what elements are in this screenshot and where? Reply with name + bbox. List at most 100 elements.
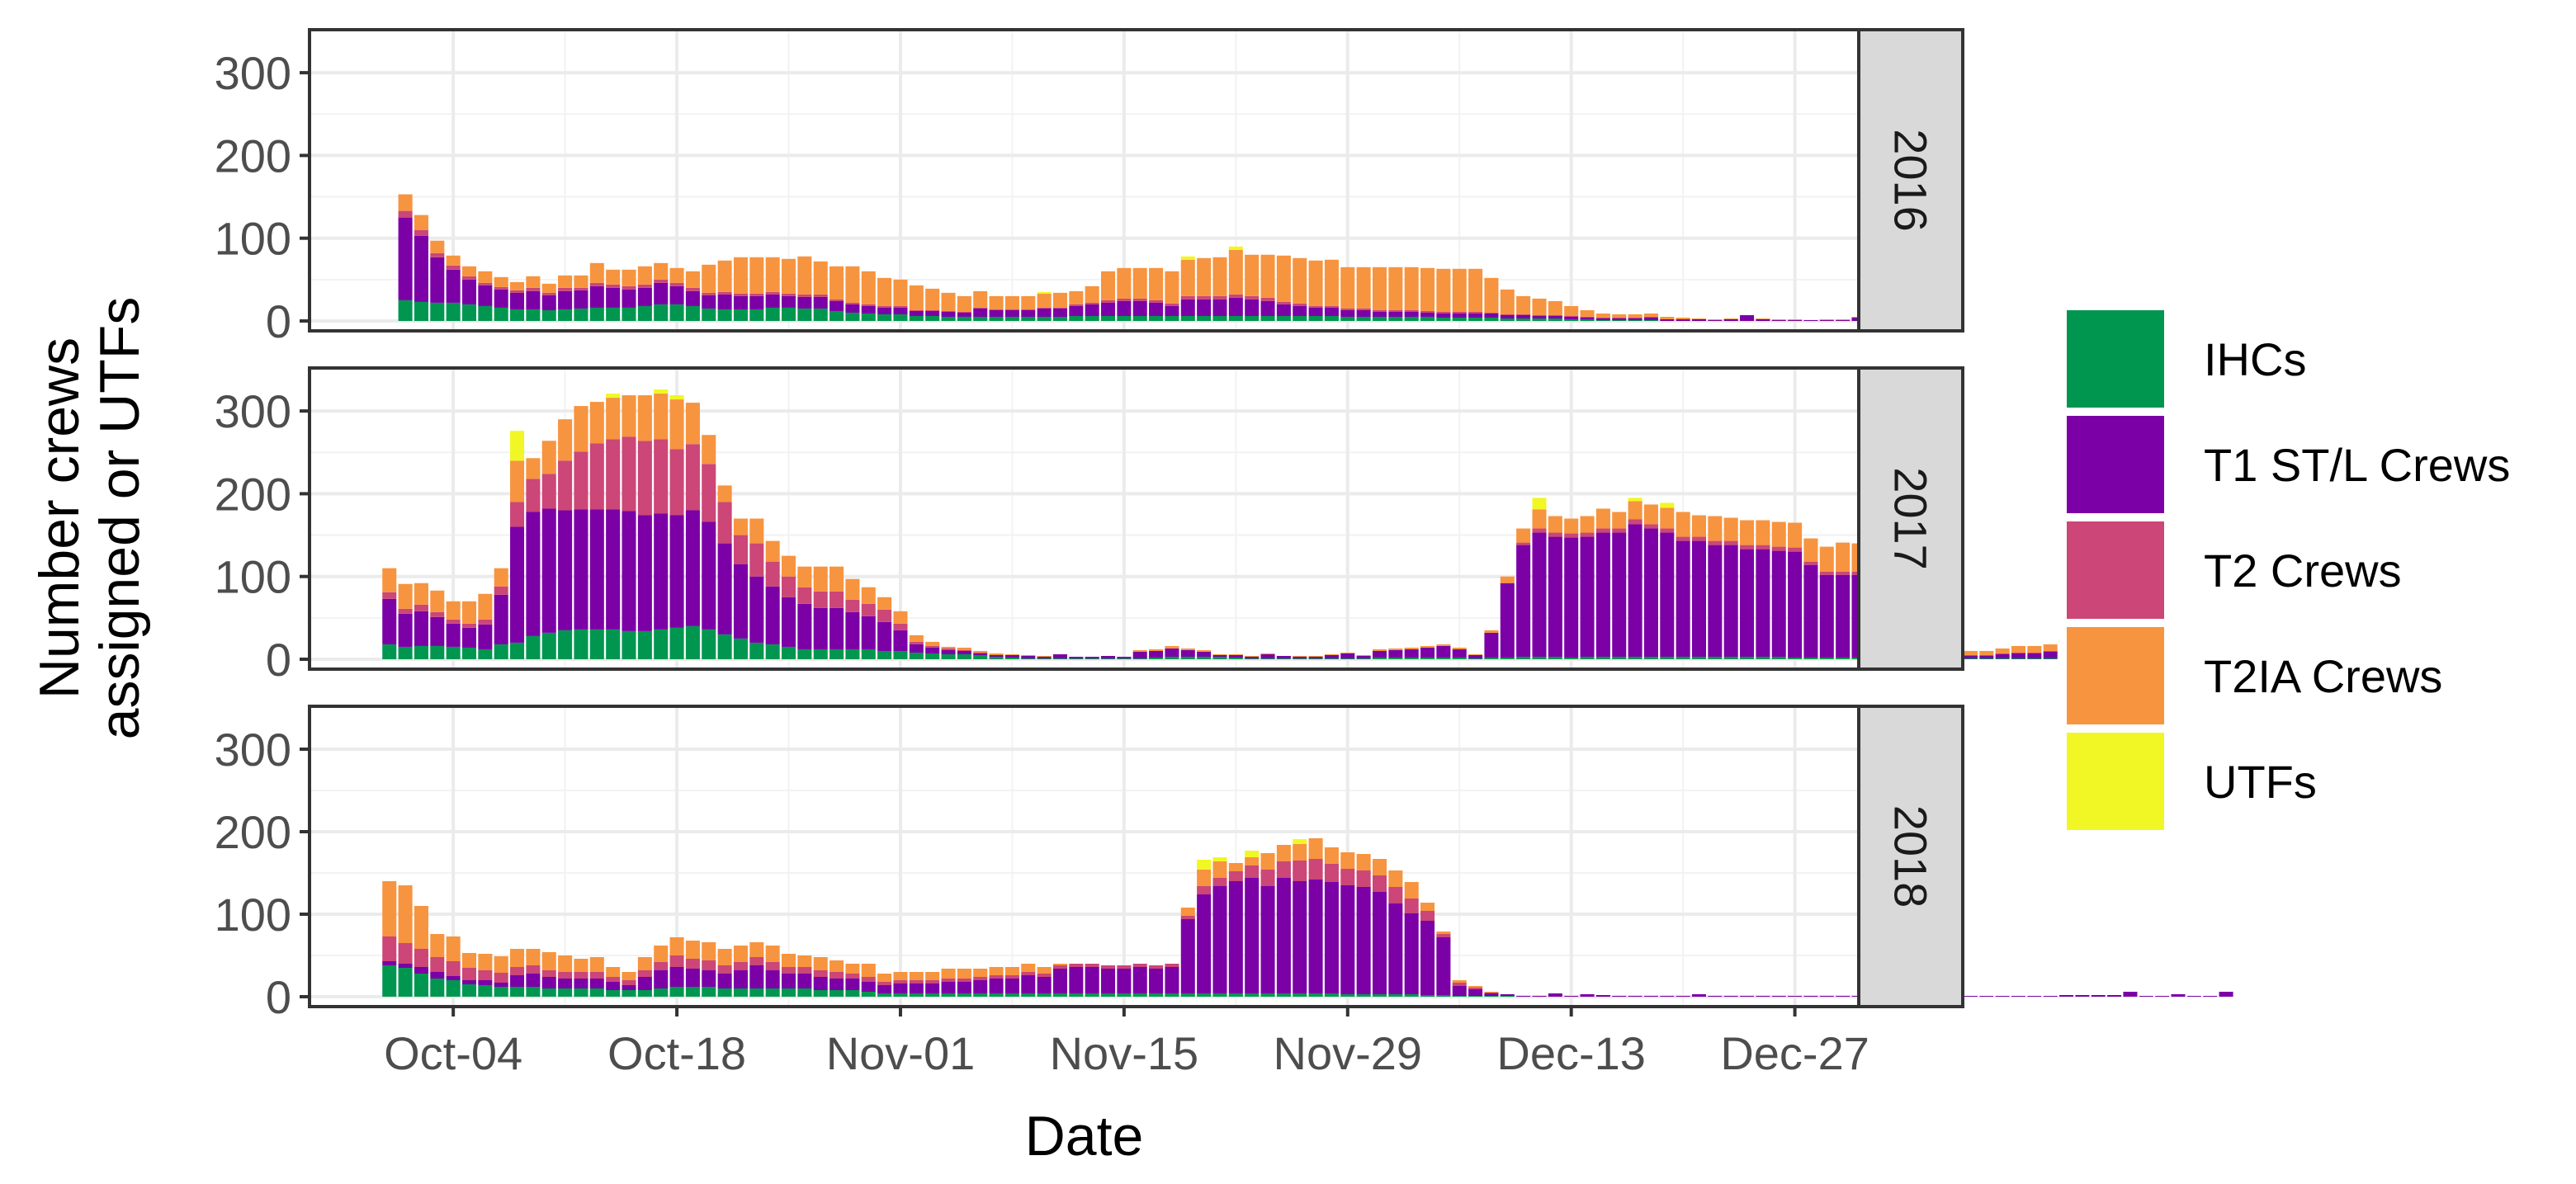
bar-segment-t2-crews <box>1308 305 1323 308</box>
bar-segment-t2-crews <box>1548 532 1562 537</box>
bar-segment-ihcs <box>494 644 508 659</box>
bar-segment-t2-crews <box>1484 312 1499 314</box>
bar-segment-t1-st-l-crews <box>2043 996 2058 997</box>
bar-segment-t2-crews <box>1101 300 1116 303</box>
bar-segment-t1-st-l-crews <box>957 982 971 993</box>
bar-segment-t1-st-l-crews <box>1324 307 1339 316</box>
bar-segment-t2ia-crews <box>1708 318 1723 320</box>
bar-segment-t2ia-crews <box>1803 538 1818 562</box>
bar-segment-t2ia-crews <box>494 956 508 973</box>
bar-segment-t1-st-l-crews <box>1228 654 1243 658</box>
bar-segment-ihcs <box>733 309 748 321</box>
bar-segment-t2ia-crews <box>1324 653 1339 655</box>
bar-segment-ihcs <box>1276 993 1291 997</box>
bar-segment-t2-crews <box>1021 309 1036 310</box>
bar-segment-t2-crews <box>893 980 908 984</box>
bar-segment-t2-crews <box>461 623 477 628</box>
bar-segment-t1-st-l-crews <box>1404 649 1419 658</box>
bar-segment-t2ia-crews <box>877 974 892 982</box>
bar-segment-t2ia-crews <box>1612 314 1627 318</box>
bar-segment-t2ia-crews <box>526 458 541 479</box>
bar-segment-t1-st-l-crews <box>526 512 541 636</box>
bar-segment-t1-st-l-crews <box>702 970 716 987</box>
bar-segment-t1-st-l-crews <box>654 970 669 988</box>
bar-segment-t2-crews <box>1212 295 1227 300</box>
bar-segment-t2-crews <box>1276 301 1291 304</box>
bar-segment-ihcs <box>765 644 780 659</box>
bar-segment-t2ia-crews <box>414 583 428 605</box>
bar-segment-t2-crews <box>782 293 796 296</box>
bar-segment-t2ia-crews <box>398 885 413 943</box>
bar-segment-t2ia-crews <box>1212 653 1227 655</box>
bar-segment-t1-st-l-crews <box>1628 996 1642 997</box>
bar-segment-t2ia-crews <box>637 266 652 285</box>
bar-segment-utfs <box>1228 246 1243 250</box>
bar-segment-ihcs <box>1180 315 1195 321</box>
bar-segment-ihcs <box>1132 993 1147 997</box>
bar-segment-ihcs <box>1085 993 1099 997</box>
bar-segment-ihcs <box>1388 994 1403 997</box>
bar-segment-t2ia-crews <box>1691 318 1707 319</box>
bar-segment-ihcs <box>1149 315 1164 321</box>
bar-segment-ihcs <box>1468 658 1483 659</box>
bar-segment-t2ia-crews <box>2027 645 2042 653</box>
bar-segment-t2-crews <box>1165 964 1179 967</box>
bar-segment-t1-st-l-crews <box>1420 647 1435 658</box>
bar-segment-t2ia-crews <box>606 967 621 977</box>
bar-segment-t1-st-l-crews <box>1372 892 1387 994</box>
bar-segment-t2-crews <box>749 543 764 577</box>
bar-segment-t1-st-l-crews <box>1548 536 1562 657</box>
bar-segment-t2ia-crews <box>1500 289 1515 314</box>
bar-segment-ihcs <box>749 309 764 321</box>
bar-segment-t1-st-l-crews <box>782 295 796 308</box>
bar-segment-t2-crews <box>702 464 716 522</box>
bar-segment-t2ia-crews <box>941 646 956 649</box>
bar-segment-t2ia-crews <box>1628 501 1642 520</box>
bar-segment-t1-st-l-crews <box>1052 308 1067 317</box>
bar-segment-t2ia-crews <box>845 964 860 974</box>
bar-segment-t1-st-l-crews <box>446 623 461 647</box>
bar-segment-ihcs <box>1052 993 1067 997</box>
bar-segment-t2ia-crews <box>830 960 844 972</box>
bar-segment-t2-crews <box>845 599 860 612</box>
bar-segment-t1-st-l-crews <box>622 985 636 990</box>
bar-segment-t2-crews <box>1372 309 1387 312</box>
bar-segment-t1-st-l-crews <box>382 598 397 644</box>
bar-segment-t1-st-l-crews <box>1276 878 1291 993</box>
bar-segment-t1-st-l-crews <box>1260 653 1275 658</box>
bar-segment-t2-crews <box>1564 533 1579 538</box>
bar-segment-ihcs <box>1404 994 1419 997</box>
bar-segment-ihcs <box>1372 994 1387 997</box>
bar-segment-t2-crews <box>1132 298 1147 301</box>
bar-segment-ihcs <box>830 990 844 997</box>
bar-segment-ihcs <box>574 308 588 321</box>
bar-segment-t1-st-l-crews <box>574 509 588 630</box>
bar-segment-t2-crews <box>1995 653 2010 654</box>
bar-segment-t1-st-l-crews <box>909 310 924 316</box>
bar-segment-t1-st-l-crews <box>1788 320 1803 321</box>
bar-segment-t2ia-crews <box>1420 645 1435 648</box>
bar-segment-t2ia-crews <box>1004 295 1019 309</box>
bar-segment-ihcs <box>382 644 397 659</box>
bar-segment-t2ia-crews <box>1021 964 1036 972</box>
bar-segment-t2ia-crews <box>717 485 732 502</box>
bar-segment-ihcs <box>1628 320 1642 321</box>
bar-segment-t2ia-crews <box>861 964 876 977</box>
bar-segment-t1-st-l-crews <box>461 627 477 648</box>
bar-segment-t2ia-crews <box>526 949 541 965</box>
bar-segment-t2ia-crews <box>1532 298 1547 315</box>
bar-segment-ihcs <box>1484 657 1499 659</box>
bar-segment-t1-st-l-crews <box>782 974 796 988</box>
bar-segment-utfs <box>1212 857 1227 861</box>
bar-segment-t1-st-l-crews <box>494 983 508 987</box>
bar-segment-t1-st-l-crews <box>813 977 828 990</box>
bar-segment-t2-crews <box>398 210 413 218</box>
bar-segment-t2-crews <box>813 294 828 297</box>
bar-segment-t1-st-l-crews <box>1356 309 1371 317</box>
bar-segment-t1-st-l-crews <box>1452 313 1467 318</box>
bar-segment-t2-crews <box>941 979 956 982</box>
bar-segment-t1-st-l-crews <box>669 967 684 987</box>
bar-segment-t2ia-crews <box>1771 521 1786 547</box>
bar-segment-t2ia-crews <box>782 555 796 577</box>
bar-segment-t2ia-crews <box>589 957 604 972</box>
